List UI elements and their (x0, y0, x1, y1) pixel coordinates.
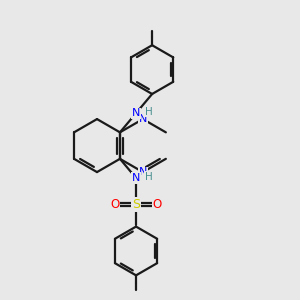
Text: O: O (153, 198, 162, 211)
Text: N: N (132, 108, 140, 118)
Text: O: O (110, 198, 119, 211)
Text: N: N (139, 167, 147, 177)
Text: N: N (132, 173, 140, 183)
Text: H: H (145, 107, 152, 117)
Text: N: N (139, 114, 147, 124)
Text: S: S (132, 198, 140, 211)
Text: H: H (145, 172, 152, 182)
